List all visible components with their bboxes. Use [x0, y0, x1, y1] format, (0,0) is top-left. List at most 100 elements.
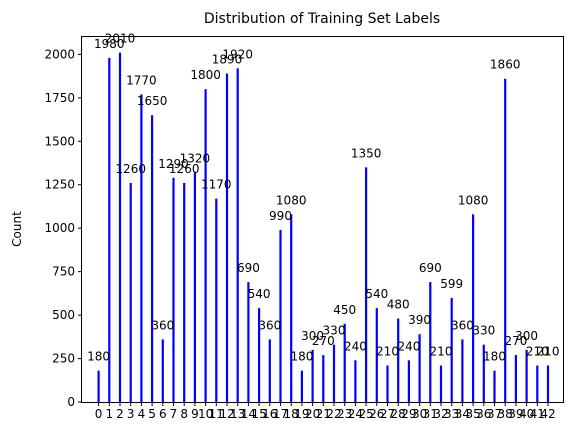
value-label-31: 690	[419, 261, 442, 275]
y-tick-label-250: 250	[52, 352, 75, 366]
value-label-22: 330	[323, 324, 346, 338]
bar-42	[546, 365, 550, 402]
x-tick-label-15: 15	[251, 407, 266, 421]
bar-7	[172, 177, 175, 402]
value-label-8: 1260	[169, 162, 200, 176]
value-label-30: 390	[408, 313, 431, 327]
chart-title: Distribution of Training Set Labels	[204, 11, 440, 27]
y-tick-label-1500: 1500	[44, 134, 75, 148]
value-label-4: 1770	[126, 73, 157, 87]
x-tick-label-33: 33	[444, 407, 459, 421]
x-tick-label-22: 22	[326, 407, 341, 421]
x-tick-label-40: 40	[519, 407, 534, 421]
value-label-41: 210	[526, 345, 549, 359]
y-tick-label-0: 0	[67, 395, 75, 409]
x-tick-label-5: 5	[148, 407, 156, 421]
bar-3	[129, 183, 132, 402]
x-tick-label-30: 30	[412, 407, 427, 421]
bar-21	[322, 355, 325, 402]
x-tick-label-24: 24	[348, 407, 363, 421]
value-label-20: 300	[301, 329, 324, 343]
value-label-34: 360	[451, 318, 474, 332]
value-label-13: 1920	[222, 47, 253, 61]
x-tick-label-25: 25	[358, 407, 373, 421]
value-label-15: 540	[248, 287, 271, 301]
bar-10	[204, 89, 207, 402]
bar-20	[311, 349, 314, 402]
bar-8	[183, 183, 186, 402]
value-label-38: 1860	[490, 58, 521, 72]
x-tick-label-11: 11	[209, 407, 224, 421]
value-label-11: 1170	[201, 178, 232, 192]
value-label-23: 450	[333, 303, 356, 317]
x-tick-label-4: 4	[138, 407, 146, 421]
bar-29	[407, 360, 410, 402]
y-axis: 0 250 500 750 1000 1250 1500 1750 2000	[44, 47, 82, 409]
x-tick-label-8: 8	[180, 407, 188, 421]
bar-15	[258, 308, 261, 402]
bar-series	[97, 52, 550, 403]
y-tick-label-1000: 1000	[44, 221, 75, 235]
x-tick-label-18: 18	[284, 407, 299, 421]
x-tick-label-10: 10	[198, 407, 213, 421]
bar-1	[108, 57, 111, 403]
bar-23	[343, 323, 346, 402]
bar-26	[375, 308, 378, 402]
value-label-0: 180	[87, 350, 110, 364]
value-label-10: 1800	[190, 68, 221, 82]
value-label-3: 1260	[115, 162, 146, 176]
x-tick-label-13: 13	[230, 407, 245, 421]
x-tick-label-23: 23	[337, 407, 352, 421]
bar-34	[461, 339, 464, 402]
bar-17	[279, 229, 282, 402]
x-tick-label-31: 31	[423, 407, 438, 421]
value-label-40: 300	[515, 329, 538, 343]
value-label-12: 1890	[212, 53, 243, 67]
bar-33	[450, 297, 453, 402]
bar-40	[525, 349, 528, 402]
x-tick-label-34: 34	[455, 407, 470, 421]
y-tick-label-1750: 1750	[44, 91, 75, 105]
x-tick-label-16: 16	[262, 407, 277, 421]
x-tick-label-20: 20	[305, 407, 320, 421]
bar-32	[439, 365, 443, 402]
x-tick-label-2: 2	[116, 407, 124, 421]
x-tick-label-1: 1	[105, 407, 113, 421]
x-tick-label-12: 12	[219, 407, 234, 421]
bar-35	[472, 214, 475, 402]
value-label-42: 210	[537, 345, 560, 359]
x-tick-label-0: 0	[95, 407, 103, 421]
bar-9	[193, 172, 196, 402]
bar-2	[118, 52, 122, 402]
plot-frame	[81, 36, 564, 403]
x-tick-label-32: 32	[433, 407, 448, 421]
bar-4	[140, 94, 143, 403]
bar-38	[504, 78, 507, 403]
value-label-39: 270	[504, 334, 527, 348]
bar-18	[290, 214, 293, 402]
bar-0	[97, 370, 100, 402]
value-label-25: 1350	[351, 146, 382, 160]
x-tick-label-21: 21	[316, 407, 331, 421]
x-tick-label-7: 7	[170, 407, 178, 421]
x-tick-label-14: 14	[241, 407, 256, 421]
value-label-36: 330	[472, 324, 495, 338]
bar-41	[536, 365, 539, 402]
y-axis-label: Count	[10, 211, 24, 247]
bar-11	[215, 198, 218, 402]
bar-31	[429, 282, 432, 402]
bar-5	[151, 115, 154, 403]
x-tick-label-35: 35	[465, 407, 480, 421]
bar-37	[493, 370, 496, 402]
bar-22	[332, 344, 336, 402]
value-label-6: 360	[151, 318, 174, 332]
y-tick-label-500: 500	[52, 308, 75, 322]
value-label-7: 1290	[158, 157, 189, 171]
value-label-18: 1080	[276, 193, 307, 207]
x-tick-label-38: 38	[498, 407, 513, 421]
x-tick-label-17: 17	[273, 407, 288, 421]
value-label-1: 1980	[94, 37, 125, 51]
x-tick-label-6: 6	[159, 407, 167, 421]
y-tick-label-2000: 2000	[44, 47, 75, 61]
